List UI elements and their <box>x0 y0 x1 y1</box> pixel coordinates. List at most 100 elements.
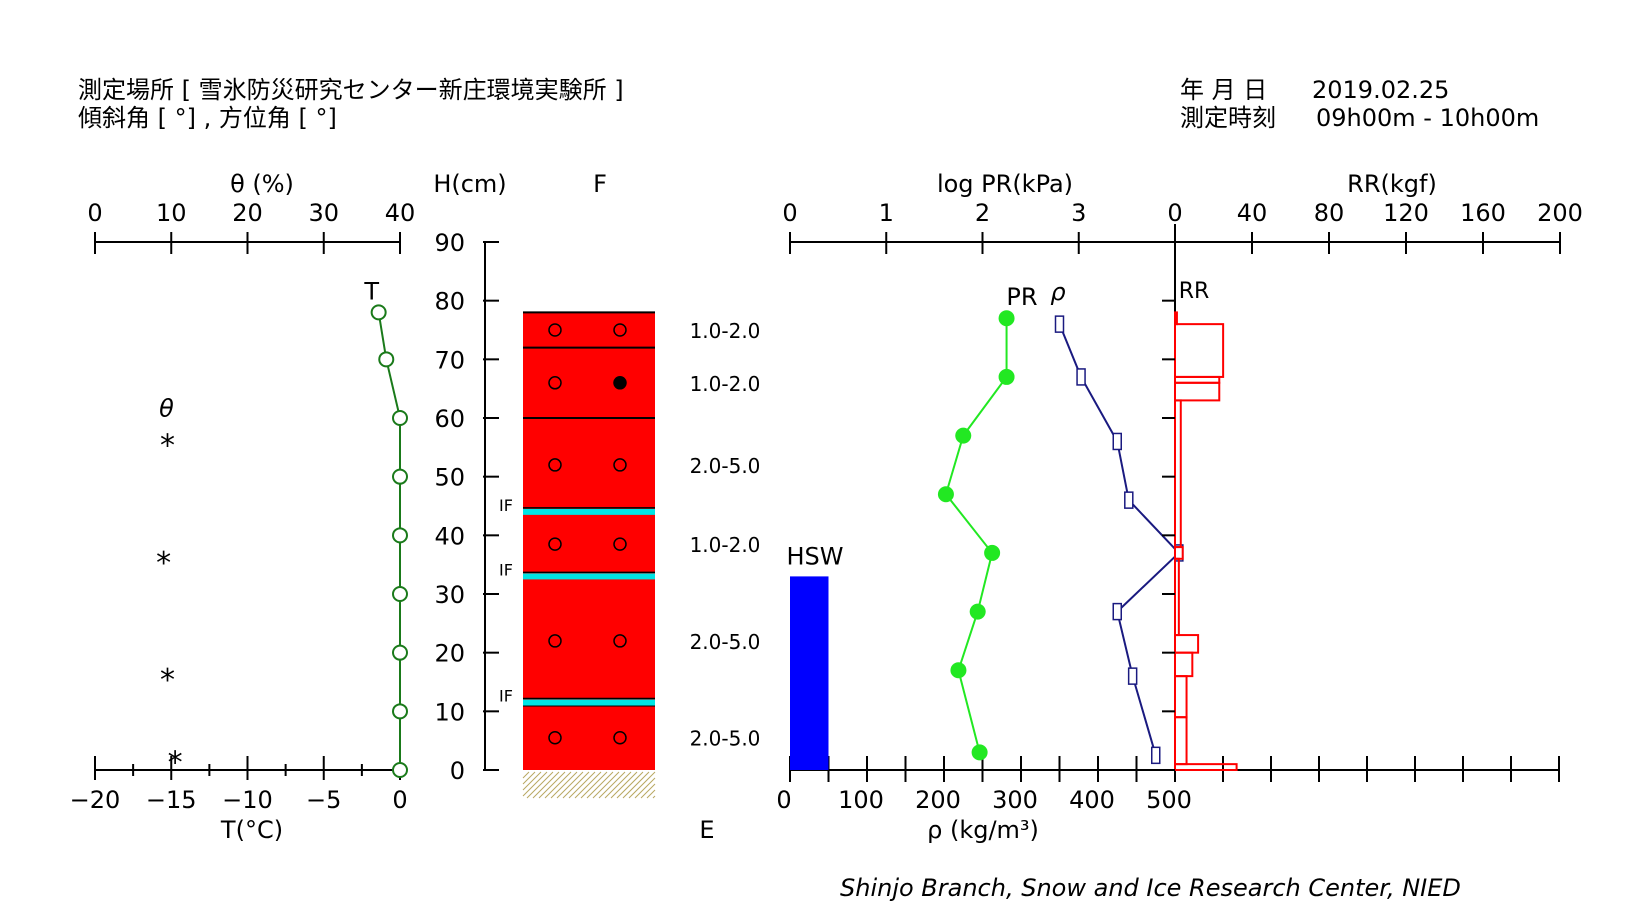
hsw-bar <box>790 576 829 770</box>
density-tick-label: 300 <box>992 786 1038 814</box>
rr-bar <box>1174 381 1221 402</box>
temperature-tick-label: −15 <box>146 786 197 814</box>
rr-series-label: RR <box>1179 279 1210 304</box>
density-point <box>1127 667 1138 685</box>
temperature-point <box>392 527 408 544</box>
pr-axis-title: log PR(kPa) <box>937 170 1073 198</box>
location-label: 測定場所 [ 雪氷防災研究センター新庄環境実験所 ] <box>78 76 624 104</box>
pr-tick-label: 2 <box>975 199 990 227</box>
ground-hatch-line <box>522 771 530 779</box>
pr-tick-label: 0 <box>782 199 797 227</box>
date-value: 2019.02.25 <box>1312 76 1450 104</box>
theta-tick-label: 10 <box>156 199 187 227</box>
temperature-tick-label: −20 <box>70 786 121 814</box>
ground-hatch-line <box>610 771 638 799</box>
density-line <box>1058 323 1181 756</box>
ground-hatch-line <box>628 771 656 799</box>
ground-hatch-line <box>538 771 566 799</box>
theta-series-label: θ <box>159 394 174 422</box>
angle-label: 傾斜角 [ °] , 方位角 [ °] <box>78 104 337 132</box>
pr-point <box>955 427 972 444</box>
grain-shape-symbol <box>613 730 627 745</box>
theta-point: * <box>156 546 171 581</box>
date-label: 年 月 日 <box>1180 76 1268 104</box>
rr-tick-label: 120 <box>1383 199 1429 227</box>
rr-tick-label: 0 <box>1167 199 1182 227</box>
temperature-axis-title: T(°C) <box>220 816 283 844</box>
theta-point: * <box>160 663 175 698</box>
height-tick-label: 50 <box>434 464 465 492</box>
ice-layer-band <box>523 699 655 706</box>
ground-hatch-line <box>580 771 608 799</box>
density-point <box>1112 432 1122 451</box>
ground-hatch-line <box>586 771 614 799</box>
ground-hatch-line <box>598 771 626 799</box>
pr-point <box>937 486 954 503</box>
rr-axis-title: RR(kgf) <box>1347 170 1437 198</box>
grain-size-label: 1.0-2.0 <box>690 533 761 557</box>
temperature-point <box>392 410 408 426</box>
theta-tick-label: 40 <box>385 199 416 227</box>
ice-layer-band <box>523 508 655 515</box>
footer-credit: Shinjo Branch, Snow and Ice Research Cen… <box>840 874 1461 902</box>
grain-shape-symbol <box>548 323 562 337</box>
grain-shape-symbol <box>613 376 627 390</box>
grain-shape-symbol <box>613 537 627 551</box>
rr-bar <box>1174 634 1200 654</box>
grain-size-label: 2.0-5.0 <box>690 630 761 654</box>
height-tick-label: 20 <box>434 640 465 668</box>
density-tick-label: 500 <box>1146 786 1192 814</box>
rr-bar <box>1174 716 1188 766</box>
grain-size-label: 2.0-5.0 <box>690 727 761 751</box>
height-tick-label: 60 <box>434 405 465 433</box>
density-tick-label: 200 <box>915 786 961 814</box>
height-tick-label: 40 <box>434 522 465 550</box>
density-tick-label: 0 <box>776 786 791 814</box>
grain-size-label: 1.0-2.0 <box>690 372 761 396</box>
grain-size-label: 1.0-2.0 <box>690 319 761 343</box>
pr-tick-label: 3 <box>1071 199 1086 227</box>
density-point <box>1054 315 1065 333</box>
rr-tick-label: 200 <box>1537 199 1583 227</box>
rr-bar <box>1174 675 1188 719</box>
ground-hatch-line <box>616 771 644 799</box>
height-tick-label: 80 <box>434 288 465 316</box>
ground-hatch-line <box>550 771 578 799</box>
ground-hatch-line <box>592 771 620 799</box>
hand-hardness-label: F <box>593 170 607 198</box>
density-point <box>1076 368 1086 386</box>
temperature-point <box>370 304 387 321</box>
theta-tick-label: 20 <box>232 199 263 227</box>
grain-shape-symbol <box>548 634 562 648</box>
height-tick-label: 10 <box>434 698 465 726</box>
ground-hatch-line <box>646 789 656 799</box>
pr-point <box>984 544 1001 561</box>
rr-bar <box>1174 311 1178 326</box>
density-point <box>1124 491 1134 509</box>
temperature-series-label: T <box>363 277 379 305</box>
column-bottom-label: E <box>699 816 714 844</box>
ground-hatch-line <box>522 771 536 785</box>
ground-hatch-line <box>604 771 632 799</box>
rr-bar <box>1174 399 1182 549</box>
grain-shape-symbol <box>548 376 562 390</box>
pr-point <box>969 603 986 620</box>
temperature-point <box>392 703 408 720</box>
ice-layer-band <box>523 573 655 580</box>
snow-column <box>523 312 655 770</box>
pr-line <box>944 318 1008 753</box>
ground-hatch-line <box>634 777 656 799</box>
ice-layer-label: IF <box>499 687 513 706</box>
hsw-label: HSW <box>786 542 843 570</box>
temperature-tick-label: −5 <box>306 786 341 814</box>
theta-point: * <box>160 428 175 463</box>
height-axis-title: H(cm) <box>433 170 506 198</box>
temperature-point <box>392 644 408 661</box>
grain-shape-symbol <box>548 730 562 745</box>
temperature-tick-label: 0 <box>392 786 407 814</box>
ground-hatch-line <box>556 771 584 799</box>
height-tick-label: 90 <box>434 229 465 257</box>
temperature-tick-label: −10 <box>222 786 273 814</box>
density-axis-title: ρ (kg/m³) <box>927 816 1039 844</box>
theta-point: * <box>168 745 183 780</box>
